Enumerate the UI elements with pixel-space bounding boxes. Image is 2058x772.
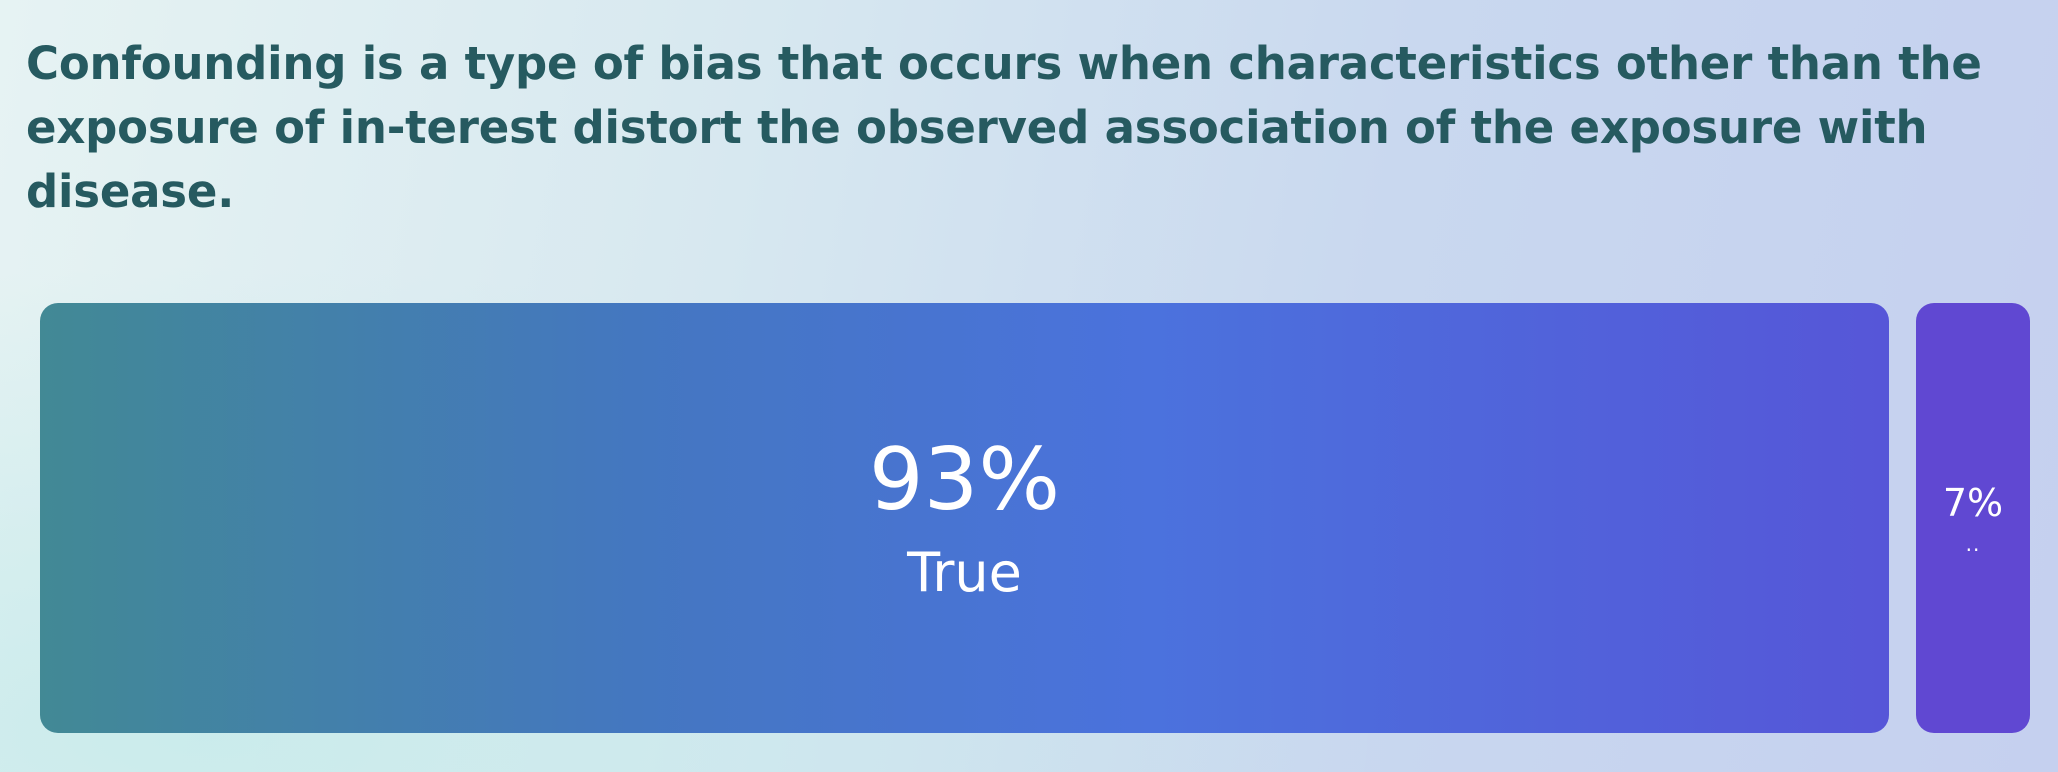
result-percent-other: 7% [1942,481,2004,525]
poll-results: 93% True 7% .. [40,303,2030,733]
question-text: Confounding is a type of bias that occur… [26,37,1982,218]
result-percent-true: 93% [868,430,1061,530]
result-bar-other: 7% .. [1916,303,2030,733]
result-label-true: True [907,541,1022,604]
result-bar-true: 93% True [40,303,1889,733]
result-label-other: .. [1965,532,1981,556]
